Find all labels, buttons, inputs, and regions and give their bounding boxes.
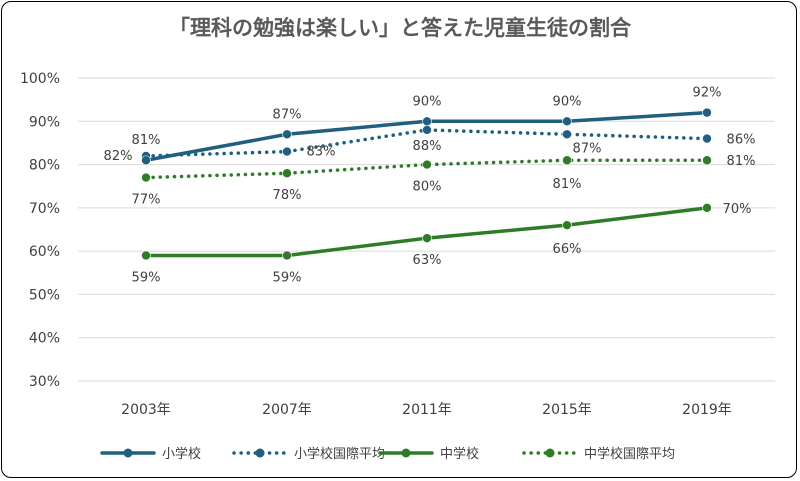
data-label: 82% — [104, 149, 133, 164]
data-point — [141, 172, 151, 183]
x-tick-label: 2019年 — [682, 402, 732, 418]
data-label: 90% — [553, 94, 582, 109]
data-point — [562, 155, 572, 166]
legend-label: 中学校 — [440, 446, 479, 462]
y-tick-label: 100% — [20, 71, 60, 87]
legend-marker — [255, 448, 265, 458]
data-point — [422, 116, 432, 127]
data-label: 59% — [132, 270, 161, 285]
data-label: 81% — [727, 154, 756, 169]
data-point — [141, 250, 151, 261]
x-tick-label: 2011年 — [402, 402, 452, 418]
data-point — [282, 168, 292, 179]
data-point — [282, 250, 292, 261]
legend-label: 小学校 — [162, 446, 201, 462]
x-tick-label: 2003年 — [121, 402, 171, 418]
data-label: 87% — [273, 107, 302, 122]
data-point — [422, 125, 432, 135]
y-tick-label: 60% — [29, 244, 60, 260]
data-label: 77% — [132, 193, 161, 208]
legend-label: 中学校国際平均 — [584, 446, 675, 462]
legend-marker — [123, 448, 133, 458]
data-label: 66% — [553, 242, 582, 257]
data-point — [702, 203, 712, 213]
data-label: 81% — [553, 177, 582, 192]
data-point — [282, 146, 292, 157]
x-tick-label: 2007年 — [262, 402, 312, 418]
data-label: 90% — [413, 94, 442, 109]
y-tick-label: 40% — [29, 331, 60, 347]
data-label: 63% — [413, 253, 442, 268]
data-point — [702, 133, 712, 144]
data-label: 70% — [723, 202, 752, 217]
data-label: 87% — [573, 141, 602, 156]
data-label: 88% — [413, 139, 442, 154]
data-point — [702, 107, 712, 118]
data-label: 83% — [307, 145, 336, 160]
data-label: 59% — [273, 270, 302, 285]
data-point — [562, 129, 572, 140]
data-point — [702, 155, 712, 166]
data-point — [141, 155, 151, 166]
legend-marker — [545, 448, 555, 458]
data-label: 86% — [727, 133, 756, 148]
x-tick-label: 2015年 — [542, 402, 592, 418]
series-line — [144, 158, 709, 180]
data-point — [422, 233, 432, 243]
legend-label: 小学校国際平均 — [294, 446, 385, 462]
y-tick-label: 70% — [29, 201, 60, 217]
data-point — [282, 129, 292, 140]
chart-title: 「理科の勉強は楽しい」と答えた児童生徒の割合 — [169, 16, 631, 40]
y-tick-label: 90% — [29, 114, 60, 130]
y-tick-label: 80% — [29, 158, 60, 174]
data-point — [562, 220, 572, 230]
data-point — [422, 159, 432, 170]
series-line — [144, 206, 709, 258]
data-label: 80% — [413, 180, 442, 195]
data-label: 92% — [693, 86, 722, 101]
y-tick-label: 30% — [29, 374, 60, 390]
data-point — [562, 116, 572, 127]
data-label: 81% — [132, 133, 161, 148]
y-tick-label: 50% — [29, 287, 60, 303]
legend-marker — [401, 448, 411, 458]
data-label: 78% — [273, 188, 302, 203]
